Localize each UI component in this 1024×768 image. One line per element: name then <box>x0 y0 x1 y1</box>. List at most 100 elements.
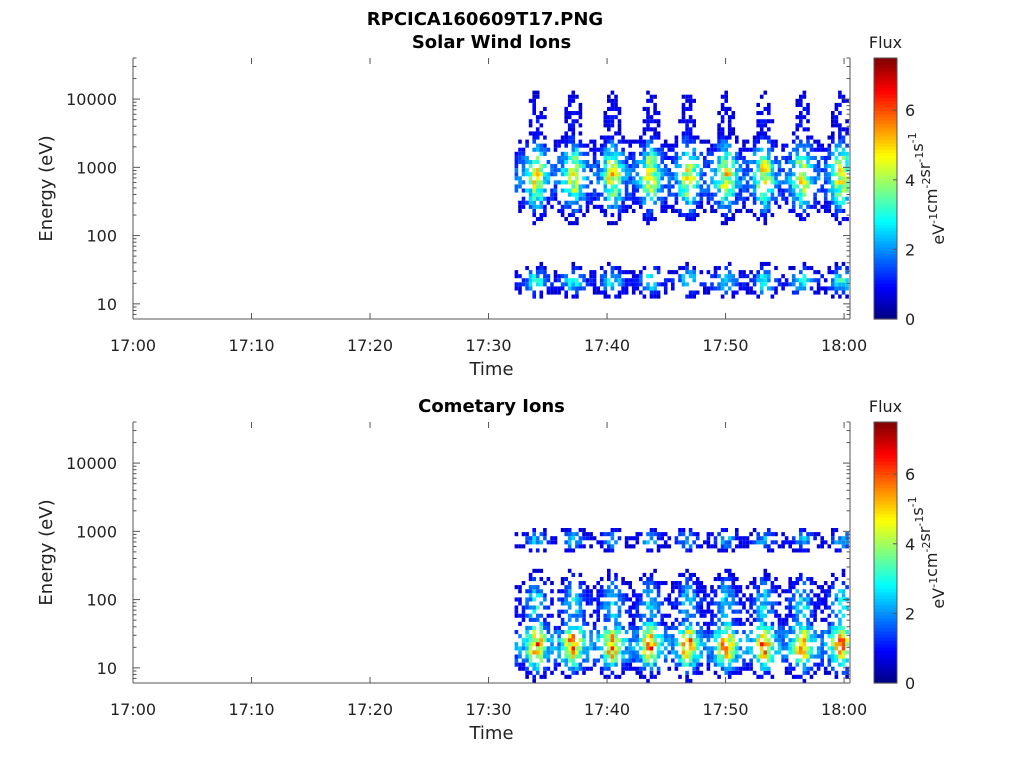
heatmap-cell <box>806 106 810 111</box>
heatmap-cell <box>816 172 821 177</box>
heatmap-cell <box>710 601 714 606</box>
heatmap-cell <box>628 278 632 283</box>
heatmap-cell <box>596 597 600 602</box>
heatmap-cell <box>777 204 782 209</box>
heatmap-cell <box>802 217 807 222</box>
heatmap-cell <box>578 204 583 209</box>
heatmap-cell <box>767 164 771 169</box>
heatmap-cell <box>838 176 842 181</box>
heatmap-cell <box>525 597 529 602</box>
heatmap-cell <box>770 585 775 590</box>
heatmap-cell <box>621 164 625 169</box>
heatmap-cell <box>607 613 611 618</box>
heatmap-cell <box>528 625 533 630</box>
heatmap-cell <box>617 160 622 165</box>
heatmap-cell <box>802 634 807 639</box>
heatmap-cell <box>596 593 600 598</box>
heatmap-cell <box>614 274 618 279</box>
heatmap-cell <box>820 147 824 152</box>
heatmap-cell <box>745 139 750 144</box>
heatmap-cell <box>607 585 611 590</box>
heatmap-cell <box>621 200 625 205</box>
heatmap-cell <box>578 625 583 630</box>
heatmap-cell <box>550 164 554 169</box>
heatmap-cell <box>784 605 789 610</box>
heatmap-cell <box>550 670 554 675</box>
heatmap-cell <box>649 217 654 222</box>
heatmap-cell <box>749 593 753 598</box>
heatmap-cell <box>724 94 728 99</box>
heatmap-cell <box>784 540 789 545</box>
heatmap-cell <box>539 164 544 169</box>
heatmap-cell <box>607 172 611 177</box>
heatmap-cell <box>603 172 608 177</box>
heatmap-cell <box>624 188 629 193</box>
heatmap-cell <box>756 270 760 275</box>
heatmap-cell <box>699 597 704 602</box>
colorbar-segment <box>874 71 897 75</box>
heatmap-cell <box>567 589 572 594</box>
heatmap-cell <box>720 164 725 169</box>
heatmap-cell <box>681 266 686 271</box>
heatmap-cell <box>678 274 682 279</box>
heatmap-cell <box>646 176 650 181</box>
heatmap-cell <box>571 147 576 152</box>
x-tick-label: 17:30 <box>465 336 511 355</box>
heatmap-cell <box>724 90 728 95</box>
colorbar-tick-label: 6 <box>905 101 915 120</box>
heatmap-cell <box>727 115 732 120</box>
heatmap-cell <box>838 135 842 140</box>
heatmap-cell <box>745 662 750 667</box>
heatmap-cell <box>639 200 643 205</box>
heatmap-cell <box>802 200 807 205</box>
heatmap-cell <box>688 180 693 185</box>
heatmap-cell <box>532 180 536 185</box>
heatmap-cell <box>756 135 760 140</box>
heatmap-cell <box>767 204 771 209</box>
colorbar-segment <box>874 214 897 219</box>
heatmap-cell <box>823 642 828 647</box>
heatmap-cell <box>525 650 529 655</box>
heatmap-cell <box>763 577 768 582</box>
heatmap-cell <box>795 613 800 618</box>
heatmap-cell <box>617 123 622 128</box>
heatmap-cell <box>763 155 768 160</box>
heatmap-cell <box>571 282 576 287</box>
heatmap-cell <box>738 188 743 193</box>
heatmap-cell <box>567 532 572 537</box>
heatmap-cell <box>607 568 611 573</box>
heatmap-cell <box>557 609 561 614</box>
heatmap-cell <box>763 670 768 675</box>
heatmap-cell <box>706 646 711 651</box>
heatmap-cell <box>823 666 828 671</box>
heatmap-cell <box>649 630 654 635</box>
heatmap-cell <box>806 278 810 283</box>
heatmap-cell <box>834 261 839 266</box>
heatmap-cell <box>717 155 721 160</box>
heatmap-cell <box>742 282 746 287</box>
heatmap-cell <box>539 168 544 173</box>
heatmap-cell <box>770 176 775 181</box>
colorbar-segment <box>874 454 897 459</box>
heatmap-cell <box>695 585 700 590</box>
heatmap-cell <box>571 642 576 647</box>
heatmap-cell <box>688 172 693 177</box>
heatmap-cell <box>724 568 728 573</box>
heatmap-cell <box>649 650 654 655</box>
heatmap-cell <box>710 589 714 594</box>
heatmap-cell <box>571 532 576 537</box>
heatmap-cell <box>628 658 632 663</box>
heatmap-cell <box>532 638 536 643</box>
heatmap-cell <box>688 155 693 160</box>
heatmap-cell <box>706 593 711 598</box>
heatmap-cell <box>799 200 803 205</box>
heatmap-cell <box>759 601 764 606</box>
heatmap-cell <box>788 160 792 165</box>
heatmap-cell <box>535 192 540 197</box>
heatmap-cell <box>543 266 547 271</box>
heatmap-cell <box>681 621 686 626</box>
heatmap-cell <box>720 196 725 201</box>
heatmap-cell <box>603 160 608 165</box>
heatmap-cell <box>745 638 750 643</box>
